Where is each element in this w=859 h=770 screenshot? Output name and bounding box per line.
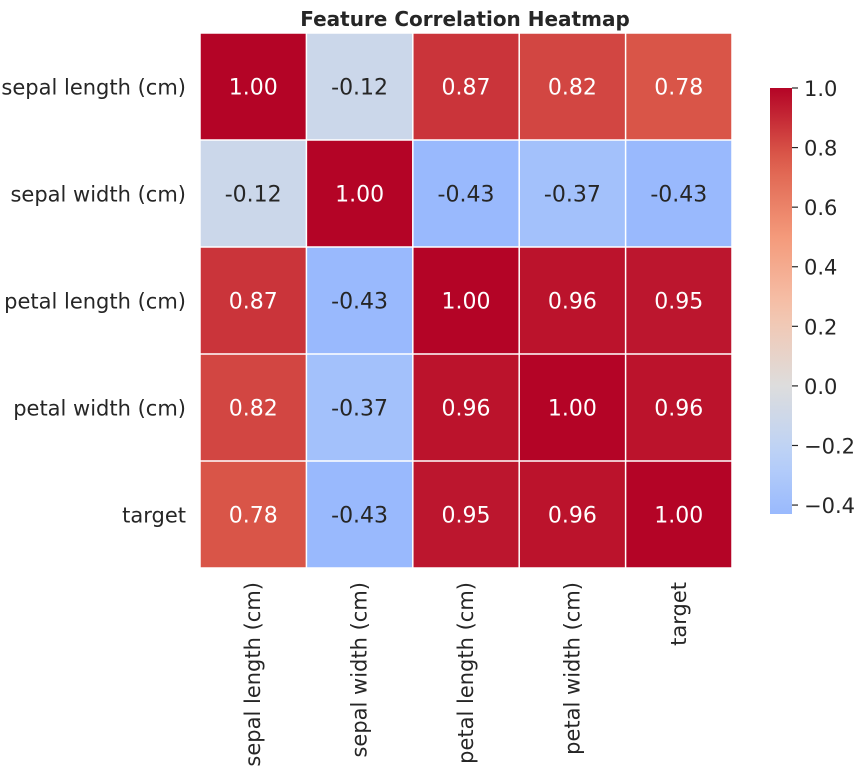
colorbar-gradient	[770, 88, 792, 514]
heatmap-cell	[413, 461, 519, 568]
heatmap-cell	[626, 140, 732, 247]
column-labels: sepal length (cm) sepal width (cm) petal l…	[241, 582, 691, 767]
cell-value-label: 0.82	[229, 397, 278, 422]
heatmap-cell	[519, 140, 625, 247]
cell-value-label: 0.96	[654, 397, 703, 422]
heatmap-cell	[413, 354, 519, 461]
heatmap-cell	[200, 461, 306, 568]
heatmap-cell	[200, 247, 306, 354]
colorbar: 1.0 0.8 0.6 0.4 0.2 0.0 −0.2 −0.4	[770, 77, 855, 518]
cell-value-label: 1.00	[548, 397, 597, 422]
cell-value-label: 0.87	[229, 290, 278, 315]
column-label: target	[667, 582, 691, 646]
heatmap-cell	[519, 33, 625, 140]
colorbar-tick-label: −0.4	[804, 494, 855, 518]
cell-value-label: -0.43	[331, 290, 388, 315]
column-label: petal length (cm)	[454, 582, 478, 764]
chart-title: Feature Correlation Heatmap	[300, 7, 630, 31]
cell-value-label: 0.82	[548, 76, 597, 101]
heatmap-cell	[519, 354, 625, 461]
row-label: petal width (cm)	[13, 397, 186, 421]
heatmap-cell	[307, 247, 413, 354]
cell-value-label: 0.87	[442, 76, 491, 101]
row-label: target	[122, 504, 186, 528]
heatmap-cell	[413, 33, 519, 140]
cell-value-label: -0.12	[225, 183, 282, 208]
heatmap-cell	[307, 461, 413, 568]
cell-value-label: 1.00	[654, 504, 703, 529]
heatmap-cell	[519, 247, 625, 354]
column-label: sepal length (cm)	[241, 582, 265, 766]
heatmap-cell	[413, 247, 519, 354]
heatmap-cell	[200, 140, 306, 247]
row-label: petal length (cm)	[4, 290, 186, 314]
cell-value-label: 1.00	[335, 183, 384, 208]
colorbar-tick-label: 0.6	[804, 196, 837, 220]
heatmap-cell	[626, 247, 732, 354]
colorbar-tick-label: 0.4	[804, 256, 837, 280]
cell-value-label: 0.78	[229, 504, 278, 529]
cell-value-label: 0.96	[548, 290, 597, 315]
heatmap-cell	[200, 354, 306, 461]
cell-value-label: -0.37	[544, 183, 601, 208]
cell-value-label: 0.95	[442, 504, 491, 529]
heatmap-cell	[626, 354, 732, 461]
heatmap-cell	[307, 140, 413, 247]
heatmap-cell	[200, 33, 306, 140]
cell-value-label: 0.78	[654, 76, 703, 101]
cell-value-label: 1.00	[229, 76, 278, 101]
cell-value-label: -0.43	[438, 183, 495, 208]
cell-value-label: -0.43	[331, 504, 388, 529]
heatmap-cell	[626, 33, 732, 140]
cell-value-label: -0.12	[331, 76, 388, 101]
colorbar-tick-label: 0.0	[804, 375, 837, 399]
row-label: sepal width (cm)	[10, 183, 186, 207]
colorbar-ticks: 1.0 0.8 0.6 0.4 0.2 0.0 −0.2 −0.4	[792, 77, 855, 518]
heatmap-cell	[626, 461, 732, 568]
row-labels: sepal length (cm) sepal width (cm) petal l…	[1, 76, 186, 528]
cell-value-label: 0.95	[654, 290, 703, 315]
cell-value-label: -0.43	[650, 183, 707, 208]
cell-value-label: -0.37	[331, 397, 388, 422]
heatmap-cell	[519, 461, 625, 568]
colorbar-tick-label: 0.8	[804, 137, 837, 161]
cell-value-label: 1.00	[442, 290, 491, 315]
colorbar-tick-label: 0.2	[804, 315, 837, 339]
heatmap-cell	[307, 354, 413, 461]
colorbar-tick-label: −0.2	[804, 434, 855, 458]
column-label: petal width (cm)	[560, 582, 584, 755]
column-label: sepal width (cm)	[348, 582, 372, 758]
row-label: sepal length (cm)	[1, 76, 186, 100]
heatmap-cells: 1.00 -0.12 0.87 0.82 0.78 -0.12 1.00 -0.43 -0.37…	[200, 33, 732, 568]
cell-value-label: 0.96	[442, 397, 491, 422]
colorbar-tick-label: 1.0	[804, 77, 837, 101]
heatmap-cell	[307, 33, 413, 140]
heatmap-cell	[413, 140, 519, 247]
cell-value-label: 0.96	[548, 504, 597, 529]
